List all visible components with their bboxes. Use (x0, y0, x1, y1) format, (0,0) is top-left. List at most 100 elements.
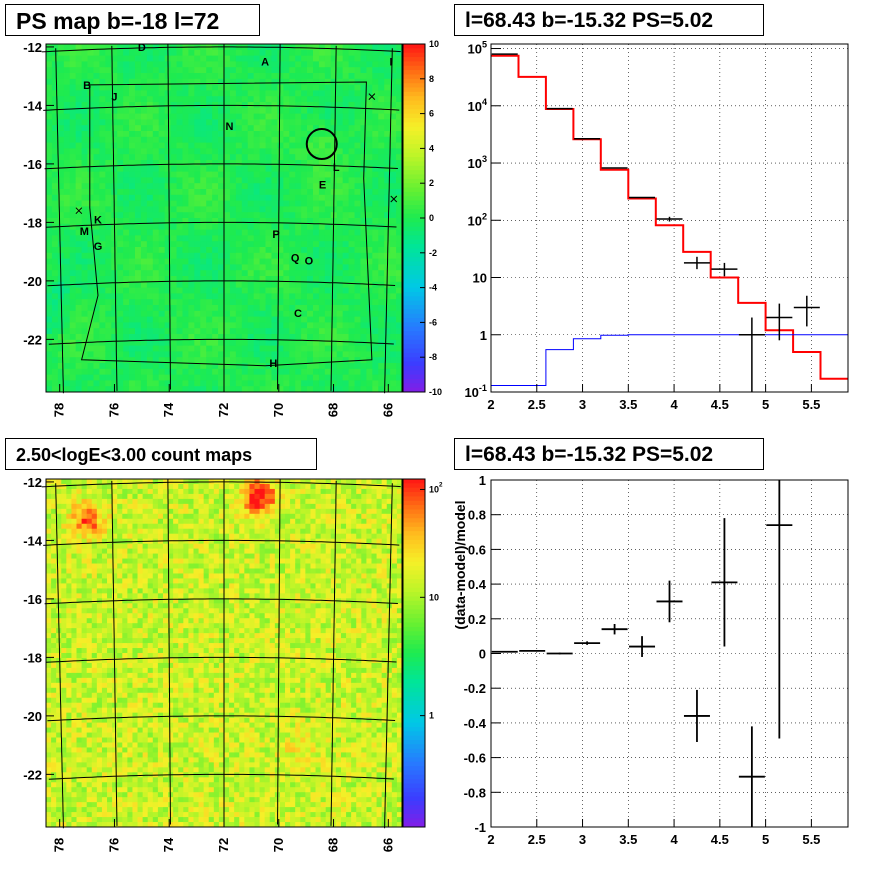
count-map-colorbar-cell (403, 535, 425, 541)
ps-map-colorbar-cell (403, 122, 425, 128)
count-map-colorbar-cell (403, 500, 425, 506)
ps-map-source-label: P (272, 229, 279, 241)
ps-map-source-label: O (305, 255, 314, 267)
spectrum-x-tick-label: 2 (487, 397, 494, 412)
ps-map-source-label: Q (291, 252, 300, 264)
count-map-colorbar-cell (403, 809, 425, 815)
count-map-meridian (384, 483, 393, 829)
ps-map-colorbar-cell (403, 57, 425, 62)
count-map-colorbar-cell (403, 796, 425, 802)
ps-map-colorbar-cell (403, 104, 425, 110)
count-map-bg (46, 479, 402, 827)
ps-map-x-tick-label: 76 (106, 403, 121, 417)
ps-map-colorbar-cell (403, 387, 425, 393)
residual-x-tick-label: 4 (670, 832, 678, 847)
spectrum-y-tick-label: 105 (467, 40, 487, 57)
ps-map-colorbar-label: -8 (429, 352, 437, 362)
count-map-colorbar-cell (403, 748, 425, 754)
residual-y-tick-label: -0.4 (464, 716, 487, 731)
count-map-colorbar-cell (403, 496, 425, 502)
ps-map-colorbar-cell (403, 361, 425, 367)
count-map-colorbar-cell (403, 539, 425, 545)
count-map-colorbar-cell (403, 609, 425, 615)
ps-map-source-label: N (226, 121, 234, 133)
ps-map-meridian (384, 48, 393, 394)
ps-map-meridian (277, 44, 281, 390)
ps-map-colorbar-cell (403, 178, 425, 184)
ps-map-colorbar-cell (403, 335, 425, 341)
ps-map-colorbar-cell (403, 274, 425, 280)
count-map-y-tick-label: -18 (23, 650, 42, 665)
count-map-colorbar-cell (403, 631, 425, 637)
count-map-colorbar-cell (403, 505, 425, 510)
ps-map-colorbar-cell (403, 100, 425, 106)
model-total-line (491, 54, 848, 380)
spectrum-x-tick-label: 2.5 (528, 397, 546, 412)
count-map-colorbar-cell (403, 818, 425, 824)
count-map-colorbar-cell (403, 648, 425, 654)
ps-map-frame (45, 43, 403, 393)
count-map-colorbar-cell (403, 805, 425, 811)
ps-map-colorbar-cell (403, 170, 425, 175)
residual-y-tick-label: -0.6 (464, 751, 486, 766)
count-map-colorbar-cell (403, 574, 425, 580)
ps-map-colorbar-label: -2 (429, 248, 437, 258)
count-map-colorbar-cell (403, 644, 425, 650)
ps-map-colorbar-cell (403, 326, 425, 332)
count-map-colorbar-cell (403, 700, 425, 706)
count-map-meridian (111, 480, 118, 826)
count-map-colorbar-cell (403, 613, 425, 619)
spectrum-x-tick-label: 3.5 (619, 397, 637, 412)
spectrum-x-tick-label: 4.5 (711, 397, 729, 412)
count-map-colorbar-cell (403, 718, 425, 724)
ps-map-colorbar-label: -6 (429, 317, 437, 327)
ps-map-colorbar-cell (403, 287, 425, 293)
residual-y-tick-label: 0.4 (468, 577, 487, 592)
ps-map-colorbar-cell (403, 83, 425, 88)
ps-map-source-label: H (269, 358, 277, 370)
count-map-frame (45, 478, 403, 828)
ps-map-colorbar-cell (403, 383, 425, 389)
ps-map-source-label: M (80, 226, 89, 238)
ps-map-source-label: A (261, 57, 269, 69)
ps-map-colorbar-cell (403, 331, 425, 336)
count-map-colorbar-cell (403, 787, 425, 793)
ps-map-region-outline (80, 81, 373, 367)
count-map-colorbar-cell (403, 713, 425, 719)
count-map-colorbar-cell (403, 800, 425, 806)
count-map-colorbar-cell (403, 526, 425, 532)
count-map-colorbar-label: 102 (429, 481, 443, 494)
count-map-y-tick-label: -20 (23, 709, 42, 724)
ps-map-y-tick-label: -12 (23, 40, 42, 55)
ps-map-colorbar-cell (403, 213, 425, 219)
residual-y-tick-label: 0.2 (468, 612, 486, 627)
ps-map-colorbar-cell (403, 261, 425, 267)
ps-map-cross-marker (368, 93, 376, 100)
ps-map-source-label: C (294, 308, 302, 320)
count-map-colorbar-cell (403, 492, 425, 497)
ps-map-colorbar-cell (403, 257, 425, 262)
count-map-colorbar-cell (403, 774, 425, 780)
count-map-plot (41, 478, 403, 829)
spectrum-x-tick-label: 3 (579, 397, 586, 412)
ps-map-colorbar-cell (403, 87, 425, 93)
ps-map-colorbar-cell (403, 313, 425, 319)
ps-map-colorbar-cell (403, 265, 425, 271)
count-map-colorbar-cell (403, 487, 425, 493)
ps-map-colorbar-label: 2 (429, 178, 434, 188)
count-map-colorbar-cell (403, 722, 425, 728)
count-map-colorbar-cell (403, 740, 425, 745)
ps-map-colorbar-cell (403, 61, 425, 67)
count-map-meridian (330, 480, 337, 826)
count-map-colorbar-frame (402, 478, 426, 828)
count-map-colorbar-cell (403, 522, 425, 528)
residual-y-tick-label: -0.2 (464, 681, 486, 696)
count-map-colorbar-cell (403, 766, 425, 771)
ps-map-x-tick-label: 68 (326, 403, 341, 417)
residual-plot (490, 479, 849, 828)
ps-map-colorbar-cell (403, 300, 425, 306)
residual-x-tick-label: 2.5 (528, 832, 546, 847)
ps-map-source-label: E (319, 179, 326, 191)
ps-map-colorbar-cell (403, 165, 425, 171)
count-map-colorbar-cell (403, 674, 425, 680)
